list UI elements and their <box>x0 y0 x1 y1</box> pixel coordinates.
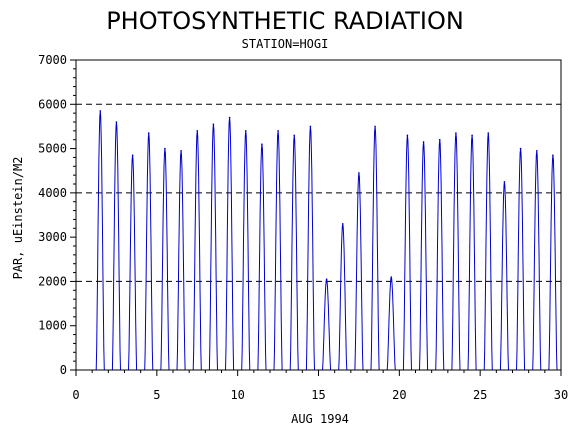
y-axis: 0 1000 2000 3000 4000 5000 6000 7000 <box>38 53 76 377</box>
x-axis: 0 5 10 15 20 25 30 <box>72 370 568 402</box>
x-tick-label: 20 <box>392 388 406 402</box>
x-tick-label: 30 <box>554 388 568 402</box>
daily-peak-point <box>131 154 134 157</box>
chart-title: PHOTOSYNTHETIC RADIATION <box>106 7 464 35</box>
x-tick-label: 0 <box>72 388 79 402</box>
par-series <box>92 110 561 371</box>
daily-peak-point <box>164 147 166 150</box>
daily-peak-point <box>406 134 409 137</box>
daily-peak-point <box>390 276 393 278</box>
par-series-line <box>92 110 561 371</box>
y-tick-label: 5000 <box>38 142 67 156</box>
daily-peak-point <box>293 134 296 137</box>
x-tick-label: 10 <box>230 388 244 402</box>
daily-peak-point <box>196 130 199 132</box>
y-tick-label: 7000 <box>38 53 67 67</box>
daily-peak-point <box>438 138 441 141</box>
y-tick-label: 6000 <box>38 97 67 111</box>
chart-subtitle: STATION=HOGI <box>242 37 329 51</box>
x-tick-label: 15 <box>311 388 325 402</box>
y-tick-label: 3000 <box>38 230 67 244</box>
daily-peak-point <box>212 123 215 126</box>
daily-peak-point <box>244 130 247 132</box>
daily-peak-point <box>471 134 473 137</box>
daily-peak-point <box>180 149 182 152</box>
plot-frame <box>75 59 562 371</box>
daily-peak-point <box>519 147 522 150</box>
daily-peak-point <box>552 154 554 157</box>
daily-peak-point <box>422 141 425 143</box>
y-tick-label: 2000 <box>38 274 67 288</box>
daily-peak-point <box>115 121 118 123</box>
daily-peak-point <box>455 132 457 134</box>
y-tick-label: 4000 <box>38 186 67 200</box>
y-axis-label: PAR, uEinstein/M2 <box>11 157 25 280</box>
daily-peak-point <box>147 132 150 134</box>
reference-lines <box>76 103 561 282</box>
x-tick-label: 25 <box>473 388 487 402</box>
daily-peak-point <box>99 110 102 112</box>
daily-peak-point <box>325 278 328 281</box>
daily-peak-point <box>261 143 263 145</box>
daily-peak-point <box>228 116 231 119</box>
daily-peak-point <box>358 172 360 174</box>
daily-peak-point <box>535 149 538 152</box>
y-tick-label: 0 <box>60 363 67 377</box>
x-tick-label: 5 <box>153 388 160 402</box>
daily-peak-point <box>341 223 344 225</box>
daily-peak-point <box>487 132 490 134</box>
daily-peak-point <box>277 130 279 132</box>
daily-peak-point <box>309 125 312 128</box>
daily-peak-point <box>503 180 506 183</box>
y-tick-label: 1000 <box>38 319 67 333</box>
daily-peak-point <box>374 125 376 128</box>
x-axis-label: AUG 1994 <box>291 412 349 426</box>
